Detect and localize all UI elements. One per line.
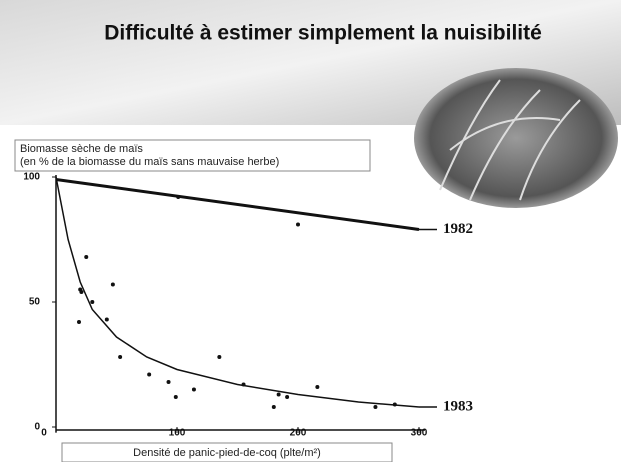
data-point (105, 318, 109, 322)
data-point (217, 355, 221, 359)
slide: Difficulté à estimer simplement la nuisi… (0, 0, 621, 462)
x-tick-label: 200 (290, 428, 307, 439)
data-point (315, 385, 319, 389)
y-tick-label: 0 (34, 422, 40, 433)
y-axis-label: (en % de la biomasse du maïs sans mauvai… (20, 156, 279, 168)
data-point (174, 395, 178, 399)
x-axis-label: Densité de panic-pied-de-coq (plte/m²) (133, 447, 321, 459)
data-point (90, 300, 94, 304)
series-label: 1983 (443, 398, 473, 414)
data-point (77, 320, 81, 324)
data-point (277, 393, 281, 397)
slide-title: Difficulté à estimer simplement la nuisi… (104, 22, 542, 45)
x-tick-label: 0 (41, 428, 47, 439)
data-point (167, 380, 171, 384)
data-point (242, 383, 246, 387)
data-point (192, 388, 196, 392)
data-point (79, 290, 83, 294)
y-axis-label: Biomasse sèche de maïs (20, 143, 143, 155)
data-point (84, 255, 88, 259)
x-tick-label: 100 (169, 428, 186, 439)
series-label: 1982 (443, 221, 473, 237)
data-point (285, 395, 289, 399)
data-point (176, 195, 180, 199)
data-point (272, 405, 276, 409)
x-tick-label: 300 (411, 428, 428, 439)
data-point (393, 403, 397, 407)
data-point (111, 283, 115, 287)
photo (414, 68, 618, 208)
data-point (296, 223, 300, 227)
y-tick-label: 50 (29, 297, 41, 308)
data-point (147, 373, 151, 377)
y-tick-label: 100 (23, 172, 40, 183)
data-point (118, 355, 122, 359)
data-point (373, 405, 377, 409)
